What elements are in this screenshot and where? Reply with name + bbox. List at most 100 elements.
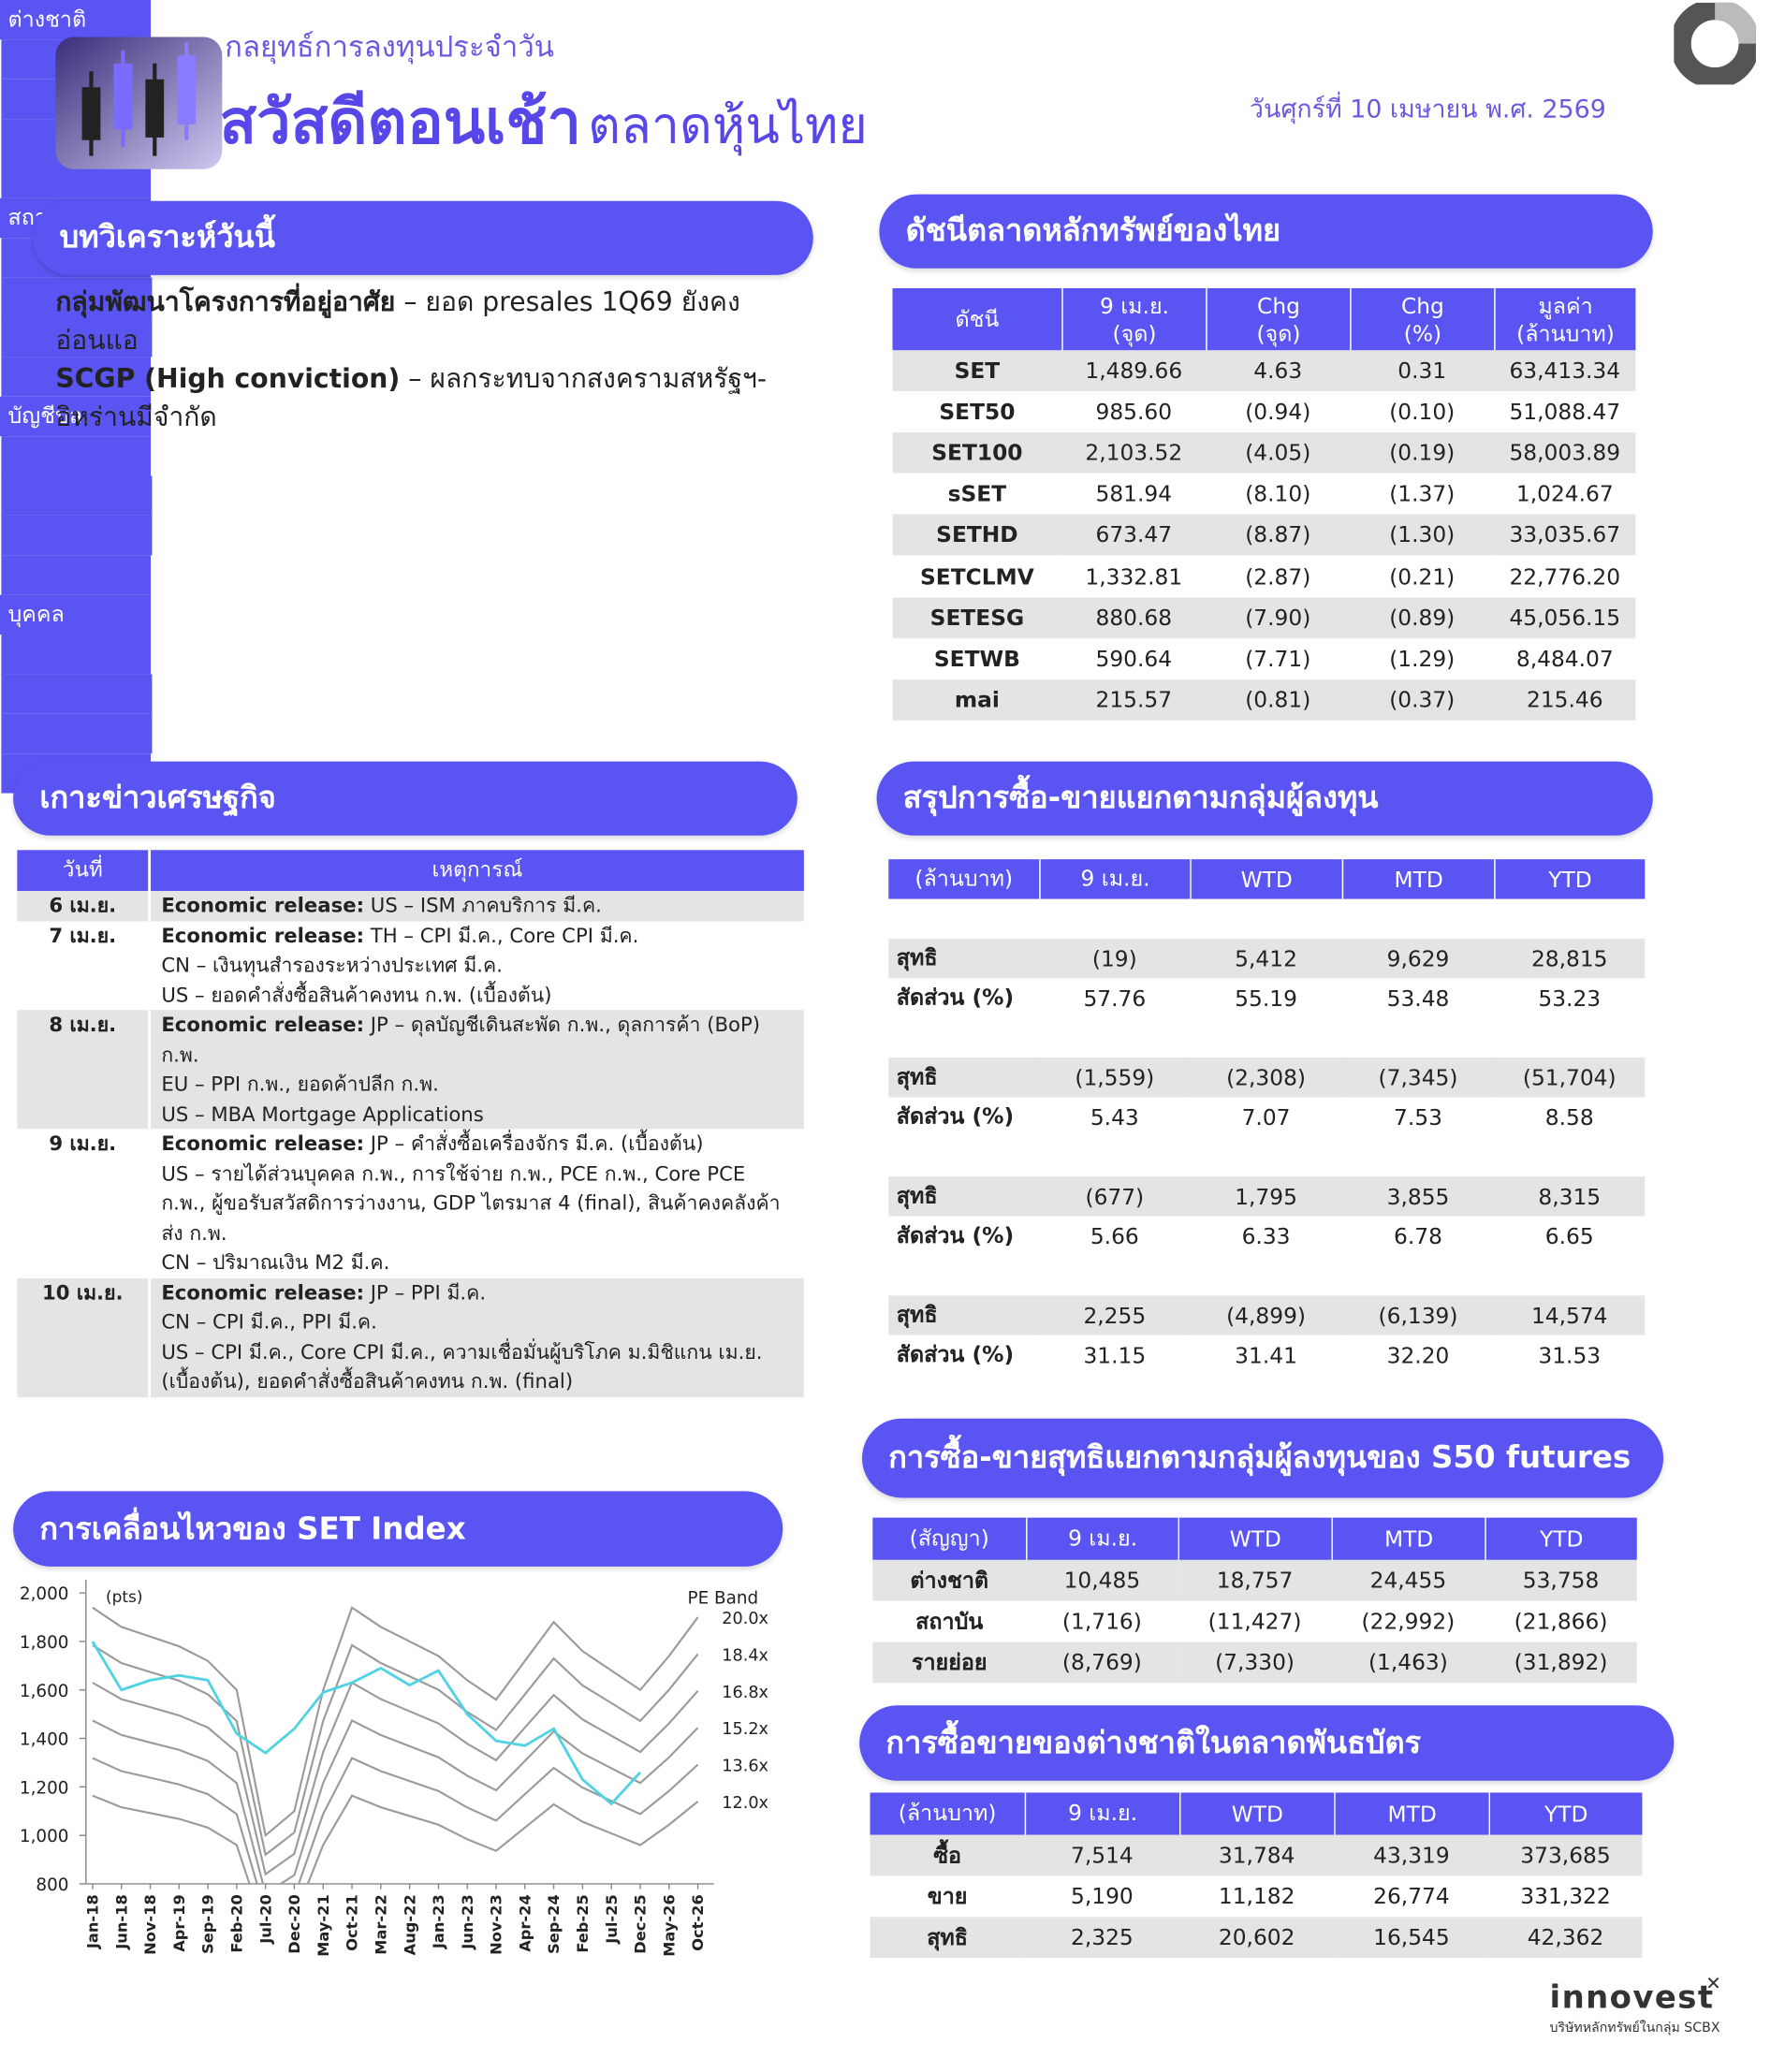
cell-text: (7,345) [1378,1064,1458,1090]
group-cell [0,674,153,714]
table-cell: (2.87) [1206,555,1351,597]
table-cell: 2,255 [1039,1295,1191,1335]
table-cell: 2,325 [1024,1917,1180,1959]
group-cell [0,317,153,357]
table-cell: 11,182 [1179,1875,1335,1918]
table-cell: 22,776.20 [1494,555,1636,597]
x-tick-label: Oct-26 [689,1894,707,1951]
news-text: US – CPI มี.ค., Core CPI มี.ค., ความเชื่… [161,1339,763,1393]
cell-text: 331,322 [1520,1883,1611,1909]
table-cell: (8.87) [1206,515,1351,556]
cell-text: (51,704) [1522,1064,1617,1090]
cell-text: 18,757 [1216,1568,1294,1594]
cell-text: 16,545 [1373,1924,1450,1950]
table-cell: 5.66 [1039,1216,1191,1256]
table-cell: SETCLMV [892,555,1062,597]
table-cell: ขาย [870,1875,1025,1918]
table-cell: SET100 [892,432,1062,474]
analysis-title: SCGP (High conviction) [55,362,401,394]
group-name: บุคคล [7,601,65,627]
x-tick-label: Dec-25 [632,1894,650,1953]
y-tick-label: 1,000 [20,1827,69,1846]
cell-text: 6.78 [1394,1223,1442,1249]
header-cell: ดัชนี [892,287,1062,351]
cell-text: 373,685 [1520,1843,1611,1868]
analysis-title: กลุ่มพัฒนาโครงการที่อยู่อาศัย [55,285,396,318]
news-text: US – ISM ภาคบริการ มี.ค. [370,893,602,918]
footer-tagline: บริษัทหลักทรัพย์ในกลุ่ม SCBX [1549,2021,1720,2036]
analysis-text: – ยอด presales 1Q69 ยังคงอ่อนแอ [55,285,740,356]
news-row: 7 เม.ย. Economic release: TH – CPI มี.ค.,… [17,920,804,1011]
header-cell: Chg (%) [1350,287,1495,351]
cell-text: (0.10) [1389,399,1456,425]
cell-text: 8,315 [1538,1183,1602,1209]
cell-text: 58,003.89 [1509,440,1621,466]
y-tick-label: 1,800 [20,1633,69,1653]
cell-text: 1,332.81 [1085,563,1183,590]
cell-text: 581.94 [1095,481,1173,507]
cell-text: 31.15 [1083,1342,1147,1368]
cell-text: 590.64 [1095,646,1173,672]
cell-text: (4,899) [1226,1303,1307,1328]
cell-text: SET [954,357,1001,384]
cell-text: 215.57 [1095,687,1173,713]
cell-text: 9,629 [1386,945,1450,971]
plot [91,1606,699,1884]
x-tick-label: Jan-23 [430,1894,447,1949]
news-text: US – ยอดคำสั่งซื้อสินค้าคงทน ก.พ. (เบื้อ… [161,983,552,1007]
table-cell: (51,704) [1494,1058,1646,1098]
table-cell: สัดส่วน (%) [888,978,1040,1018]
cell-text: 215.46 [1527,687,1603,713]
table-cell: 31.15 [1039,1335,1191,1376]
main-title: สวัสดีตอนเช้า ตลาดหุ้นไทย [219,74,867,170]
table-cell: (7.90) [1206,596,1351,638]
news-table: วันที่ เหตุการณ์ 6 เม.ย. Economic release: … [17,850,804,1397]
news-line: EU – PPI ก.พ., ยอดค้าปลีก ก.พ. [161,1070,793,1100]
group-cell [0,635,152,675]
x-tick-label: Jan-18 [84,1894,102,1949]
table-cell: (19) [1039,938,1191,979]
cell-text: 1,795 [1235,1183,1297,1209]
cell-text: 8,484.07 [1515,646,1614,672]
pe-band-label: 20.0x [722,1610,768,1628]
x-tick-label: May-21 [315,1894,332,1956]
news-date: 10 เม.ย. [41,1280,124,1305]
cell-text: SET50 [939,399,1016,425]
header-cell: 9 เม.ย. [1024,1792,1180,1835]
cell-text: 22,776.20 [1509,563,1621,590]
cell-text: 63,413.34 [1509,357,1621,384]
cell-text: สัดส่วน (%) [896,1103,1015,1130]
news-date: 6 เม.ย. [49,893,117,918]
cell-text: 28,815 [1530,945,1608,971]
header-cell: YTD [1488,1792,1643,1835]
footer-mark: ✕ [1705,1973,1721,1995]
cell-text: (1,559) [1075,1064,1155,1090]
news-line: Economic release: US – ISM ภาคบริการ มี.… [161,891,793,921]
table-cell: 331,322 [1488,1875,1643,1918]
group-cell [0,357,152,397]
header-cell: YTD [1485,1517,1637,1560]
cell-text: (1,463) [1368,1649,1448,1675]
x-tick-label: Oct-21 [344,1894,361,1951]
cell-text: 57.76 [1083,985,1147,1011]
table-cell: 20,602 [1179,1917,1335,1959]
table-cell: 215.57 [1061,679,1207,721]
table-cell: (1,716) [1026,1600,1178,1642]
table-cell: 6.33 [1190,1216,1342,1256]
table-cell: 16,545 [1334,1917,1489,1959]
x-tick-label: Sep-19 [199,1894,217,1954]
table-cell: (7.71) [1206,637,1351,679]
cell-text: (1.29) [1389,646,1456,672]
cell-text: (0.37) [1389,687,1456,713]
cell-text: (21,866) [1514,1609,1608,1634]
header-text: WTD [1229,1525,1281,1552]
table-cell: 42,362 [1488,1917,1643,1959]
table-cell: 45,056.15 [1494,596,1636,638]
x-tick-label: Aug-22 [401,1894,418,1955]
table-cell: (6,139) [1341,1295,1495,1335]
analysis-text: – ผลกระทบจากสงครามสหรัฐฯ-อิหร่านมีจำกัด [55,362,768,432]
cell-text: ขาย [927,1883,968,1909]
section-heading: ดัชนีตลาดหลักทรัพย์ของไทย [879,194,1653,269]
news-text: US – MBA Mortgage Applications [161,1102,484,1126]
